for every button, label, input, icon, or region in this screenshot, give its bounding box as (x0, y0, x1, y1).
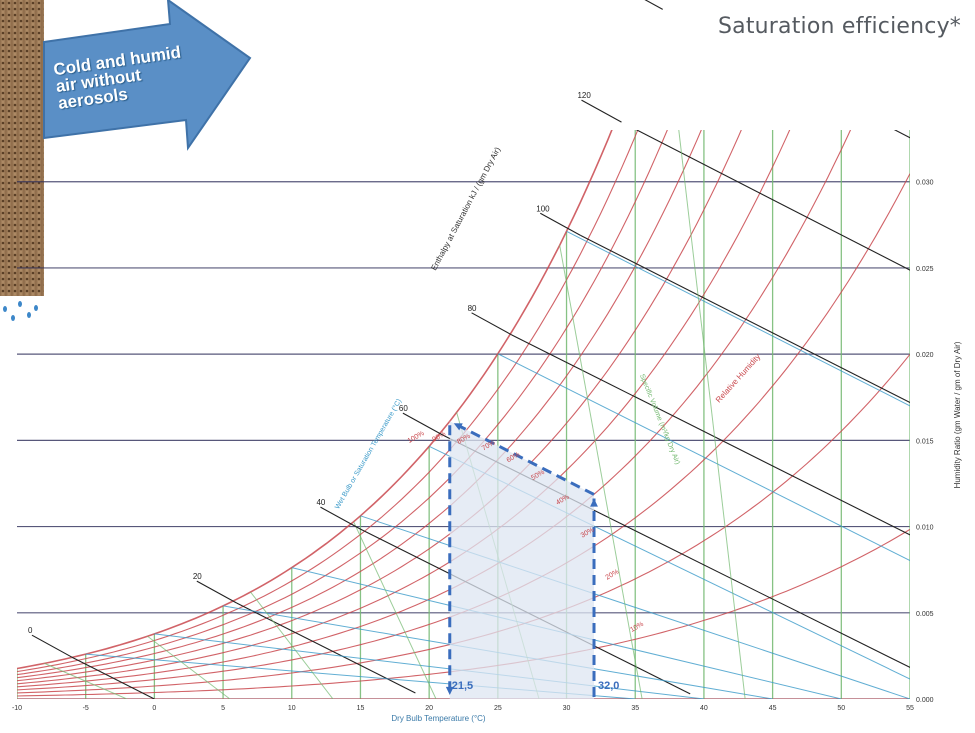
enthalpy-scale-tick (196, 580, 238, 604)
y-tick-label: 0.015 (916, 438, 934, 445)
volume-line (250, 591, 334, 699)
enthalpy-label: 100 (536, 204, 550, 213)
enthalpy-label: 120 (577, 91, 591, 100)
process-cooling-arrow-head (453, 423, 463, 431)
airflow-arrow (43, 0, 252, 151)
rh-curve-label: 100% (407, 430, 426, 445)
enthalpy-line (71, 656, 155, 699)
enthalpy-line (236, 602, 416, 694)
rh-curve-label: 20% (604, 568, 620, 581)
enthalpy-scale-tick (320, 506, 361, 530)
volume-line (44, 662, 128, 699)
volume-line (559, 245, 643, 699)
x-tick-label: 45 (769, 705, 777, 712)
rh-curve (17, 130, 613, 670)
process-heat-arrow-head (590, 498, 598, 507)
enthalpy-scale-tick (402, 412, 444, 436)
enthalpy-label: 80 (468, 304, 477, 313)
enthalpy-scale-tick (471, 312, 512, 336)
enthalpy-axis-label: Enthalpy at Saturation kJ / (gm Dry Air) (429, 145, 502, 272)
wetbulb-line (497, 353, 910, 562)
wetbulb-line (566, 230, 910, 407)
x-tick-label: -10 (12, 705, 22, 712)
enthalpy-line (635, 130, 910, 271)
enthalpy-line (511, 334, 910, 536)
y-tick-label: 0.000 (916, 697, 934, 704)
x-tick-label: 25 (494, 705, 502, 712)
enthalpy-label: 40 (316, 498, 325, 507)
x-tick-label: 5 (221, 705, 225, 712)
y-tick-label: 0.030 (916, 180, 934, 187)
enthalpy-scale-tick (31, 634, 73, 658)
process-start-label: 32,0 (598, 680, 619, 692)
x-tick-label: 40 (700, 705, 708, 712)
y-axis-label: Humidity Ratio (gm Water / gm of Dry Air… (953, 341, 962, 488)
wetbulb-line (154, 633, 704, 699)
enthalpy-label: 20 (193, 572, 202, 581)
x-tick-label: 15 (357, 705, 365, 712)
x-tick-label: 35 (631, 705, 639, 712)
enthalpy-scale-tick (581, 99, 622, 123)
wetbulb-axis-label: Wet Bulb or Saturation Temperature (°C) (333, 397, 403, 510)
process-end-label: 21,5 (452, 680, 473, 692)
page-title: Saturation efficiency* (717, 14, 961, 39)
enthalpy-scale-tick (644, 0, 663, 10)
process-drop-arrow-head (445, 686, 454, 695)
cooling-pad (0, 0, 44, 296)
rh-curve-label: 10% (629, 621, 645, 634)
x-tick-label: -5 (83, 705, 89, 712)
x-tick-label: 30 (563, 705, 571, 712)
x-tick-label: 50 (837, 705, 845, 712)
x-tick-label: 10 (288, 705, 296, 712)
y-tick-label: 0.025 (916, 266, 934, 273)
x-tick-label: 55 (906, 705, 914, 712)
x-axis-label: Dry Bulb Temperature (°C) (391, 714, 486, 723)
enthalpy-line (580, 234, 910, 404)
y-tick-label: 0.010 (916, 525, 934, 532)
process-region (449, 421, 595, 699)
volume-line (147, 635, 231, 699)
rh-axis-label: Relative Humidity (714, 352, 762, 404)
enthalpy-label: 60 (399, 404, 408, 413)
enthalpy-scale-tick (540, 212, 581, 236)
y-tick-label: 0.020 (916, 352, 934, 359)
volume-line (353, 521, 437, 699)
volume-line (678, 130, 746, 699)
x-tick-label: 0 (152, 705, 156, 712)
y-tick-label: 0.005 (916, 611, 934, 618)
volume-axis-label: Specific Volume (m³/kg Dry Air) (638, 373, 681, 465)
water-drops (3, 301, 38, 321)
x-tick-label: 20 (425, 705, 433, 712)
process-cooling-arrow (453, 421, 595, 496)
enthalpy-label: 0 (28, 626, 33, 635)
